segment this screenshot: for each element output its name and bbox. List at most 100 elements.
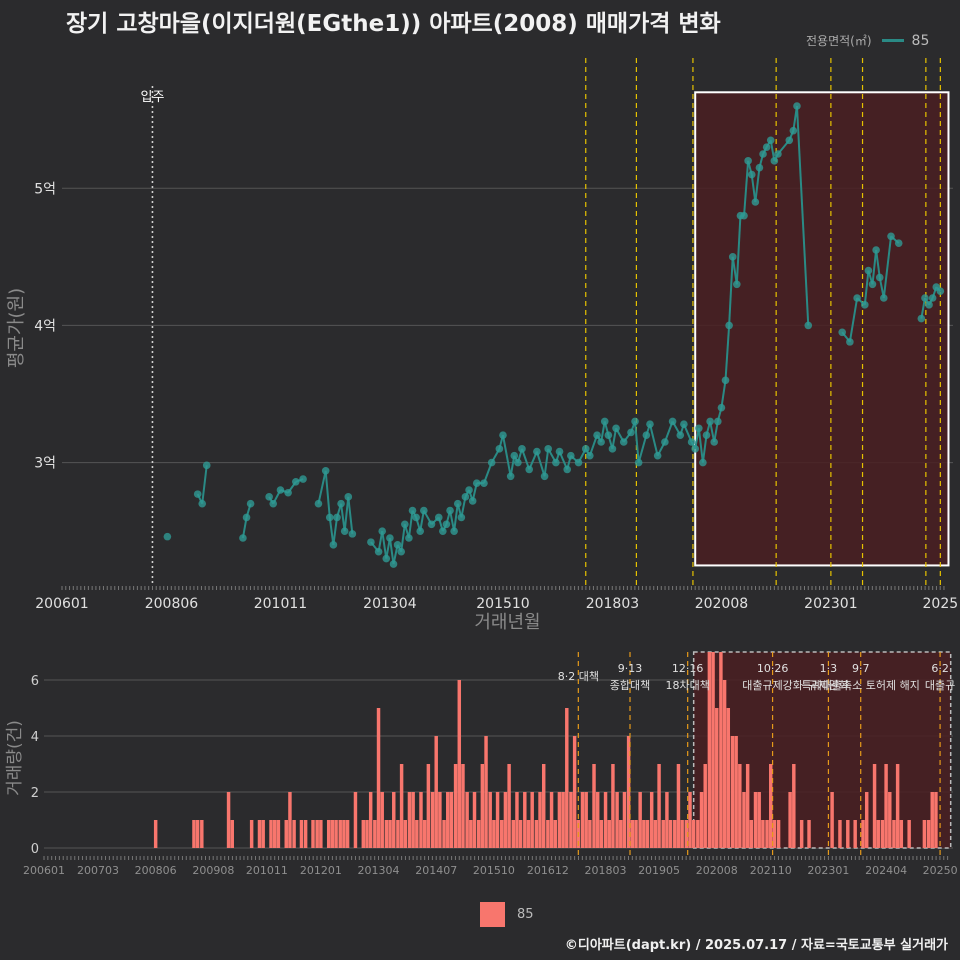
data-point — [567, 451, 575, 460]
volume-bar — [438, 792, 442, 848]
legend-line-icon — [881, 39, 904, 42]
data-point — [766, 136, 775, 145]
data-point — [525, 465, 534, 474]
volume-bar — [472, 792, 477, 848]
volume-bar — [703, 764, 707, 848]
series-line-segment — [720, 380, 727, 408]
volume-bar — [634, 820, 638, 848]
volume-bar — [553, 820, 557, 848]
volume-bar — [507, 764, 511, 848]
bar-y-tick-label: 4 — [31, 730, 39, 745]
data-point — [465, 486, 473, 494]
volume-bar — [453, 764, 458, 848]
data-point — [687, 438, 696, 446]
volume-bar — [807, 820, 811, 848]
event-label: 특례대출축소 토허제 해지 — [802, 678, 920, 692]
volume-bar — [580, 792, 585, 848]
data-point — [514, 458, 522, 467]
data-point — [691, 445, 699, 453]
data-point — [420, 506, 428, 515]
data-point — [721, 376, 730, 385]
data-point — [774, 150, 782, 158]
volume-bar — [738, 764, 742, 848]
bar-x-tick-label: 201510 — [473, 864, 515, 877]
volume-bar — [345, 820, 350, 848]
data-point — [442, 520, 451, 529]
data-point — [631, 417, 639, 426]
data-point — [612, 424, 620, 433]
data-point — [661, 438, 669, 446]
data-point — [499, 431, 507, 439]
volume-bar — [403, 820, 408, 848]
volume-bar — [407, 792, 412, 848]
volume-bar — [495, 792, 500, 848]
data-point — [461, 493, 470, 501]
volume-bar — [853, 820, 857, 848]
volume-bar — [269, 820, 273, 848]
volume-bar — [734, 736, 738, 848]
volume-bar — [192, 820, 196, 848]
bar-x-tick-label: 201407 — [415, 864, 457, 877]
data-point — [581, 445, 590, 453]
volume-bar — [638, 792, 642, 848]
data-point — [495, 445, 504, 453]
data-point — [925, 301, 933, 309]
volume-bar — [557, 792, 562, 848]
volume-bar — [788, 792, 792, 848]
series-line-segment — [701, 435, 708, 463]
volume-bar — [526, 820, 531, 848]
volume-bar — [365, 820, 369, 848]
data-point — [574, 458, 583, 467]
data-point — [314, 499, 323, 508]
volume-bar — [772, 820, 777, 848]
volume-bar — [684, 820, 689, 848]
x-tick-label: 202301 — [804, 596, 857, 612]
series-line-segment — [347, 496, 354, 534]
volume-bar — [899, 820, 904, 848]
data-point — [472, 479, 481, 487]
volume-bar — [476, 820, 481, 848]
x-tick-label: 200601 — [35, 596, 88, 612]
series-line-segment — [328, 517, 335, 545]
volume-bar — [749, 820, 754, 848]
data-point — [747, 170, 756, 179]
data-point — [401, 520, 409, 529]
volume-bar — [326, 820, 331, 848]
x-tick-label: 201803 — [586, 596, 639, 612]
volume-bar — [876, 820, 880, 848]
event-label: 8·2 대책 — [558, 670, 599, 683]
series-line-segment — [848, 297, 859, 343]
series-line-segment — [637, 434, 648, 463]
volume-bar — [653, 820, 658, 848]
bar-y-axis-label: 거래량(건) — [5, 720, 25, 796]
data-point — [928, 294, 937, 302]
x-axis-label: 거래년월 — [474, 612, 540, 633]
data-point — [163, 532, 172, 541]
data-point — [759, 150, 767, 158]
data-point — [193, 490, 202, 498]
volume-bar — [488, 792, 492, 848]
volume-bar — [392, 792, 396, 848]
data-point — [378, 527, 387, 535]
chart-title: 장기 고창마을(이지더원(EGthe1)) 아파트(2008) 매매가격 변화 — [66, 11, 721, 37]
volume-bar — [226, 792, 231, 848]
data-point — [710, 438, 718, 446]
volume-bar — [541, 764, 546, 848]
data-point — [506, 472, 515, 481]
volume-bar — [711, 652, 715, 848]
volume-bar — [565, 708, 569, 848]
volume-bar — [792, 764, 796, 848]
volume-bar — [603, 792, 608, 848]
data-point — [321, 467, 330, 475]
series-line-segment — [743, 160, 750, 216]
volume-bar — [676, 764, 681, 848]
volume-bar — [446, 792, 450, 848]
series-line-segment — [882, 236, 893, 299]
event-label: 규제완화 — [808, 679, 848, 692]
y-tick-label: 3억 — [34, 456, 56, 472]
event-label: 대출규제강화 — [742, 679, 803, 692]
bar-x-tick-label: 201201 — [300, 864, 342, 877]
data-point — [789, 126, 798, 135]
bar-x-tick-label: 201011 — [246, 864, 288, 877]
